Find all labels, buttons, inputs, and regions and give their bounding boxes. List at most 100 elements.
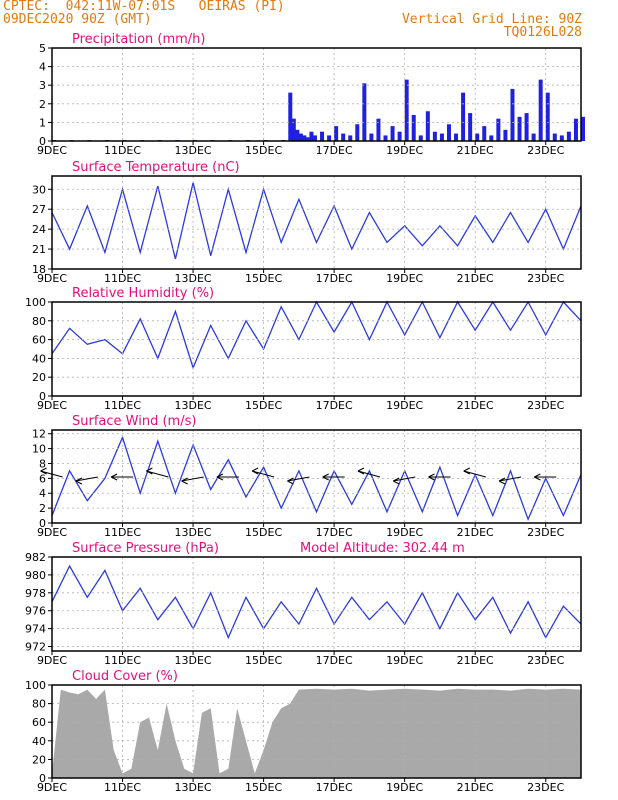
bar [475, 133, 480, 141]
bar [454, 133, 459, 141]
y-tick-label: 30 [32, 183, 46, 196]
series-line [51, 564, 582, 640]
x-tick-label: 17DEC [316, 526, 353, 539]
y-tick-label: 5 [39, 42, 46, 55]
x-tick-label: 13DEC [175, 781, 212, 794]
x-tick-label: 9DEC [37, 526, 67, 539]
bar [468, 113, 473, 141]
wind-arrow [146, 470, 169, 478]
plot-frame [51, 556, 582, 652]
x-tick-label: 21DEC [457, 399, 494, 412]
x-tick-label: 13DEC [175, 272, 212, 285]
header-date: 09DEC2020 90Z (GMT) [3, 12, 152, 27]
y-tick-label: 8 [39, 457, 46, 470]
x-tick-label: 21DEC [457, 781, 494, 794]
wind-arrow-head [251, 467, 259, 475]
plot-frame [51, 301, 582, 397]
bar [369, 133, 374, 141]
x-tick-label: 23DEC [527, 654, 564, 667]
wind-arrow [498, 476, 522, 482]
wind-arrow-head [40, 467, 47, 475]
bar [320, 131, 325, 141]
header-code: TQ0126L028 [503, 25, 582, 40]
y-tick-label: 2 [39, 502, 46, 515]
panel-title: Relative Humidity (%) [72, 286, 214, 301]
bar [545, 92, 550, 141]
series-line [51, 182, 582, 260]
x-tick-label: 21DEC [457, 654, 494, 667]
bar [312, 135, 317, 141]
bar [517, 116, 522, 141]
wind-arrow [75, 476, 98, 482]
y-tick-label: 0 [39, 517, 46, 530]
x-tick-label: 17DEC [316, 654, 353, 667]
x-tick-label: 11DEC [104, 654, 141, 667]
panel-annotation: Model Altitude: 302.44 m [300, 541, 465, 556]
plot-frame [51, 175, 582, 270]
plot-frame [51, 47, 582, 142]
y-tick-label: 60 [32, 334, 46, 347]
bar [439, 133, 444, 141]
x-tick-label: 13DEC [175, 526, 212, 539]
y-tick-label: 2 [39, 98, 46, 111]
x-tick-label: 11DEC [104, 526, 141, 539]
y-tick-label: 80 [32, 698, 46, 711]
wind-arrow-head [393, 477, 400, 485]
x-tick-label: 15DEC [245, 144, 282, 157]
x-tick-label: 9DEC [37, 272, 67, 285]
y-tick-label: 974 [25, 623, 46, 636]
y-tick-label: 978 [25, 587, 46, 600]
x-tick-label: 17DEC [316, 399, 353, 412]
plot-frame [51, 684, 582, 779]
wind-arrow [181, 476, 204, 482]
bar [531, 133, 536, 141]
x-tick-label: 13DEC [175, 399, 212, 412]
bar [461, 92, 466, 141]
bar [425, 111, 430, 141]
bar [376, 118, 381, 141]
y-tick-label: 20 [32, 371, 46, 384]
y-tick-label: 80 [32, 315, 46, 328]
x-tick-label: 9DEC [37, 781, 67, 794]
y-tick-label: 27 [32, 203, 46, 216]
bar [362, 83, 367, 141]
x-tick-label: 11DEC [104, 781, 141, 794]
y-tick-label: 3 [39, 79, 46, 92]
y-tick-label: 982 [25, 551, 46, 564]
wind-arrow-head [146, 467, 153, 475]
x-tick-label: 15DEC [245, 272, 282, 285]
x-tick-label: 21DEC [457, 526, 494, 539]
bar [302, 135, 307, 141]
y-tick-label: 60 [32, 716, 46, 729]
y-tick-label: 100 [25, 679, 46, 692]
x-tick-label: 19DEC [386, 654, 423, 667]
x-tick-label: 11DEC [104, 272, 141, 285]
x-tick-label: 9DEC [37, 144, 67, 157]
x-tick-label: 15DEC [245, 781, 282, 794]
x-tick-label: 19DEC [386, 272, 423, 285]
wind-arrow [357, 470, 381, 478]
y-tick-label: 10 [32, 443, 46, 456]
y-tick-label: 40 [32, 735, 46, 748]
bar [446, 124, 451, 141]
wind-arrow-head [110, 473, 118, 481]
header-location: CPTEC: 042:11W-07:01S OEIRAS (PI) [3, 0, 285, 14]
bar [397, 131, 402, 141]
bar [305, 137, 310, 141]
x-tick-label: 13DEC [175, 654, 212, 667]
x-tick-label: 15DEC [245, 526, 282, 539]
plot-frame [51, 429, 582, 524]
x-tick-label: 11DEC [104, 144, 141, 157]
bar [489, 135, 494, 141]
x-tick-label: 17DEC [316, 781, 353, 794]
bar [383, 135, 388, 141]
x-tick-label: 21DEC [457, 144, 494, 157]
y-tick-label: 21 [32, 243, 46, 256]
y-tick-label: 6 [39, 472, 46, 485]
y-tick-label: 18 [32, 263, 46, 276]
bar [298, 133, 303, 141]
wind-arrow-head [322, 473, 329, 481]
y-tick-label: 24 [32, 223, 46, 236]
y-tick-label: 976 [25, 605, 46, 618]
